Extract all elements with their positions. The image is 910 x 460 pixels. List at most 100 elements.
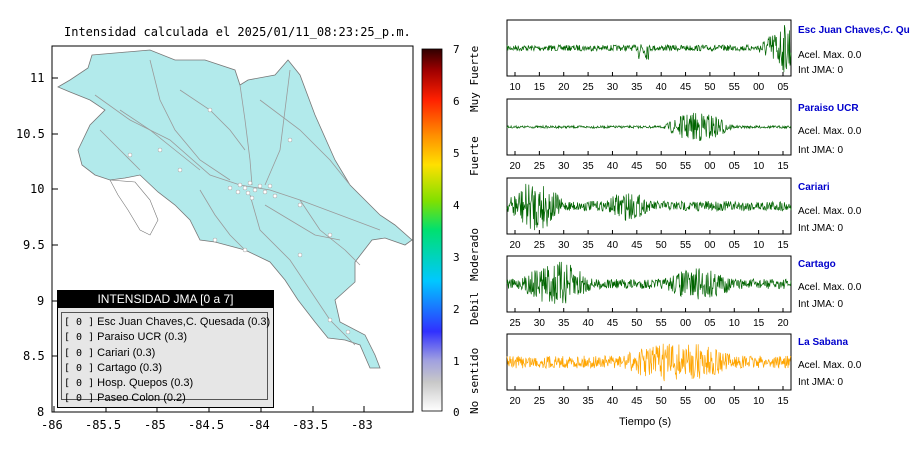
waveform-frame (506, 98, 792, 156)
waveform-tick-label: 40 (607, 161, 619, 172)
legend-item: [ 0 ] Hosp. Quepos (0.3) (64, 377, 194, 390)
colorbar-tick: 5 (453, 147, 460, 160)
map-y-tick: 10 (30, 182, 45, 196)
station-acel: Acel. Max. 0.0 (798, 206, 862, 217)
waveform-tick-label: 35 (583, 240, 595, 251)
colorbar-tick: 4 (453, 199, 460, 212)
waveform-tick-label: 50 (631, 318, 643, 329)
waveform-tick-label: 55 (680, 240, 692, 251)
station-name: Esc Juan Chaves,C. Quesada (798, 25, 910, 36)
waveform-tick-label: 40 (583, 318, 595, 329)
waveform-tick-label: 25 (534, 240, 546, 251)
map-x-tick: -84.5 (188, 418, 225, 432)
waveform-tick-label: 15 (777, 161, 789, 172)
waveform-tick-label: 20 (509, 240, 521, 251)
station-markers (127, 107, 351, 335)
waveform-tick-label: 00 (753, 82, 765, 93)
gulf-of-nicoya (109, 179, 159, 236)
station-name: Paraiso UCR (798, 103, 859, 114)
waveform-tick-label: 40 (607, 396, 619, 407)
intensity-colorbar (421, 48, 443, 412)
waveform-trace (506, 112, 792, 141)
colorbar-category: Muy Fuerte (468, 45, 481, 112)
waveform-tick-label: 00 (704, 161, 716, 172)
waveform-tick-label: 10 (753, 396, 765, 407)
waveform-tick-label: 15 (777, 240, 789, 251)
map-y-tick: 10.5 (16, 127, 45, 141)
map-y-tick: 9.5 (23, 238, 45, 252)
colorbar-category: No sentido (468, 347, 481, 414)
waveform-tick-label: 10 (753, 240, 765, 251)
waveform-tick-label: 50 (656, 396, 668, 407)
colorbar-category: Fuerte (468, 136, 481, 176)
map-x-tick: -84 (248, 418, 270, 432)
waveform-tick-label: 00 (704, 240, 716, 251)
legend-item: [ 0 ] Esc Juan Chaves,C. Quesada (0.3) (64, 316, 271, 328)
costa-rica-land (57, 49, 413, 369)
map-y-tick: 9 (37, 294, 45, 308)
waveform-tick-label: 05 (729, 240, 741, 251)
legend-item: [ 0 ] Cartago (0.3) (64, 361, 162, 374)
colorbar-tick: 7 (453, 43, 460, 56)
waveform-tick-label: 15 (777, 396, 789, 407)
waveform-tick-label: 55 (656, 318, 668, 329)
map-y-tick: 8.5 (23, 349, 45, 363)
colorbar-category: Moderado (468, 228, 481, 281)
waveform-tick-label: 00 (680, 318, 692, 329)
waveform-tick-label: 35 (631, 82, 643, 93)
legend-item: [ 0 ] Paseo Colon (0.2) (64, 392, 186, 405)
waveform-tick-label: 25 (534, 396, 546, 407)
station-acel: Acel. Max. 0.0 (798, 282, 862, 293)
waveform-tick-label: 20 (558, 82, 570, 93)
waveform-tick-label: 25 (509, 318, 521, 329)
station-acel: Acel. Max. 0.0 (798, 360, 862, 371)
waveform-frame (506, 19, 792, 77)
waveform-tick-label: 45 (631, 396, 643, 407)
colorbar-tick: 2 (453, 303, 460, 316)
map-x-tick: -85.5 (85, 418, 122, 432)
map-x-tick: -86 (41, 418, 63, 432)
station-acel: Acel. Max. 0.0 (798, 126, 862, 137)
waveform-tick-label: 55 (680, 396, 692, 407)
waveform-tick-label: 05 (729, 396, 741, 407)
waveform-tick-label: 45 (680, 82, 692, 93)
colorbar-tick: 1 (453, 355, 460, 368)
colorbar-tick: 0 (453, 406, 460, 419)
waveform-trace (506, 183, 792, 231)
waveform-tick-label: 45 (607, 318, 619, 329)
map-x-tick: -83 (351, 418, 373, 432)
station-jma: Int JMA: 0 (798, 145, 844, 156)
waveform-tick-label: 55 (729, 82, 741, 93)
map-y-tick: 11 (30, 71, 45, 85)
intensity-map-panel: Intensidad calculada el 2025/01/11_08:23… (16, 25, 481, 432)
waveform-tick-label: 50 (656, 240, 668, 251)
map-title: Intensidad calculada el 2025/01/11_08:23… (64, 25, 411, 39)
legend-header: INTENSIDAD JMA [0 a 7] (58, 291, 273, 308)
time-axis-label: Tiempo (s) (619, 416, 672, 428)
waveform-tick-label: 30 (607, 82, 619, 93)
station-jma: Int JMA: 0 (798, 299, 844, 310)
station-jma: Int JMA: 0 (798, 65, 844, 76)
waveform-frame (506, 333, 792, 391)
station-jma: Int JMA: 0 (798, 377, 844, 388)
station-name: La Sabana (798, 337, 849, 348)
map-x-tick: -85 (144, 418, 166, 432)
waveform-frame (506, 255, 792, 313)
station-jma: Int JMA: 0 (798, 223, 844, 234)
waveform-trace (506, 343, 792, 382)
waveform-tick-label: 05 (777, 82, 789, 93)
station-acel: Acel. Max. 0.0 (798, 50, 862, 61)
waveform-tick-label: 25 (583, 82, 595, 93)
waveform-tick-label: 30 (534, 318, 546, 329)
colorbar-tick: 6 (453, 95, 460, 108)
waveform-tick-label: 50 (656, 161, 668, 172)
waveform-tick-label: 35 (583, 161, 595, 172)
intensity-legend: INTENSIDAD JMA [0 a 7] [ 0 ] Esc Juan Ch… (57, 290, 274, 408)
waveform-tick-label: 25 (534, 161, 546, 172)
legend-item: [ 0 ] Cariari (0.3) (64, 346, 156, 359)
waveform-tick-label: 05 (704, 318, 716, 329)
colorbar-tick: 3 (453, 251, 460, 264)
waveform-tick-label: 45 (631, 161, 643, 172)
legend-list: [ 0 ] Esc Juan Chaves,C. Quesada (0.3) [… (61, 312, 271, 404)
waveform-tick-label: 40 (656, 82, 668, 93)
